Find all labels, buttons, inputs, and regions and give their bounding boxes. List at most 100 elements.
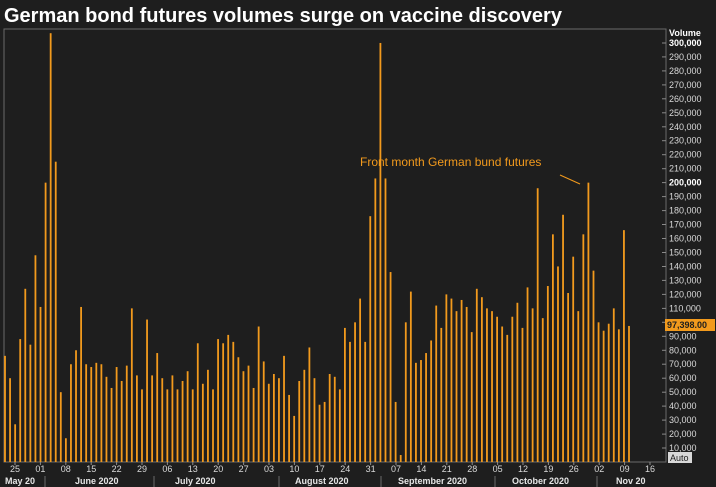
bar bbox=[34, 255, 37, 462]
bar bbox=[44, 182, 47, 462]
bar bbox=[323, 401, 326, 462]
bar bbox=[359, 298, 362, 462]
bar bbox=[156, 353, 159, 462]
bar bbox=[262, 361, 265, 462]
x-tick-label: 13 bbox=[188, 464, 198, 474]
x-tick-label: 12 bbox=[518, 464, 528, 474]
bar bbox=[628, 325, 630, 462]
x-tick-label: 01 bbox=[35, 464, 45, 474]
chart-title: German bond futures volumes surge on vac… bbox=[4, 5, 562, 27]
bar bbox=[374, 178, 377, 462]
bar bbox=[567, 292, 570, 462]
y-tick-label: 120,000 bbox=[669, 289, 702, 299]
bar bbox=[267, 383, 270, 462]
bar bbox=[115, 367, 118, 462]
last-value-tag[interactable]: 97,398.00 bbox=[665, 319, 715, 331]
x-tick-label: 06 bbox=[162, 464, 172, 474]
last-value-label: 97,398.00 bbox=[667, 320, 707, 330]
bar bbox=[293, 415, 296, 462]
x-tick-label: 27 bbox=[239, 464, 249, 474]
month-label: May 20 bbox=[5, 476, 35, 486]
bar bbox=[354, 322, 356, 462]
x-tick-label: 19 bbox=[543, 464, 553, 474]
bar bbox=[161, 378, 164, 462]
y-tick-label: 200,000 bbox=[669, 178, 702, 188]
y-tick-label: 90,000 bbox=[669, 331, 697, 341]
bar bbox=[526, 287, 529, 462]
bar bbox=[29, 344, 32, 462]
bar bbox=[597, 322, 600, 462]
month-label: October 2020 bbox=[512, 476, 569, 486]
bar bbox=[176, 389, 179, 462]
auto-scale-button[interactable]: Auto bbox=[668, 452, 692, 463]
y-tick-label: 190,000 bbox=[669, 192, 702, 202]
bar bbox=[369, 216, 372, 462]
bar bbox=[328, 374, 331, 462]
bar bbox=[541, 318, 544, 462]
bar bbox=[252, 387, 255, 462]
bar bbox=[298, 380, 301, 462]
x-tick-label: 15 bbox=[86, 464, 96, 474]
y-tick-label: 300,000 bbox=[669, 38, 702, 48]
y-tick-label: 210,000 bbox=[669, 164, 702, 174]
x-tick-label: 02 bbox=[594, 464, 604, 474]
bar bbox=[450, 298, 453, 462]
y-tick-label: 290,000 bbox=[669, 52, 702, 62]
x-tick-label: 08 bbox=[61, 464, 71, 474]
bar bbox=[602, 330, 605, 462]
bar bbox=[491, 311, 493, 462]
bar bbox=[181, 380, 184, 462]
y-tick-label: 110,000 bbox=[669, 303, 701, 313]
bar bbox=[572, 256, 575, 462]
bar bbox=[455, 311, 458, 462]
bar bbox=[95, 362, 98, 462]
bar bbox=[222, 343, 225, 462]
bar bbox=[288, 394, 290, 462]
bar bbox=[552, 234, 554, 462]
bar-series bbox=[4, 33, 630, 463]
bar bbox=[415, 362, 417, 462]
bar bbox=[409, 291, 412, 462]
bar bbox=[105, 376, 108, 462]
bar bbox=[344, 327, 346, 462]
bar bbox=[506, 334, 509, 462]
annotation: Front month German bund futures bbox=[360, 155, 581, 185]
x-tick-label: 10 bbox=[289, 464, 299, 474]
x-tick-label: 14 bbox=[416, 464, 426, 474]
y-tick-label: 270,000 bbox=[669, 80, 702, 90]
bar bbox=[480, 297, 483, 462]
bar bbox=[562, 214, 564, 462]
bar bbox=[130, 308, 133, 462]
bar bbox=[24, 288, 27, 462]
bar bbox=[470, 332, 473, 462]
bar bbox=[399, 455, 402, 462]
y-tick-label: 220,000 bbox=[669, 150, 702, 160]
bar bbox=[212, 389, 214, 462]
month-label: September 2020 bbox=[398, 476, 467, 486]
y-tick-marks bbox=[662, 42, 666, 449]
bar bbox=[49, 33, 52, 462]
bar bbox=[460, 299, 463, 462]
annotation-label: Front month German bund futures bbox=[360, 155, 541, 169]
y-tick-label: 280,000 bbox=[669, 66, 702, 76]
bar bbox=[191, 389, 194, 462]
y-tick-label: 160,000 bbox=[669, 234, 702, 244]
bar bbox=[70, 364, 72, 462]
bar bbox=[54, 161, 57, 462]
y-tick-label: 80,000 bbox=[669, 345, 697, 355]
y-tick-label: 50,000 bbox=[669, 387, 697, 397]
x-tick-label: 09 bbox=[620, 464, 630, 474]
bar bbox=[227, 334, 230, 462]
y-tick-label: 60,000 bbox=[669, 373, 697, 383]
bar bbox=[445, 294, 448, 462]
x-tick-label: 25 bbox=[10, 464, 20, 474]
auto-scale-box bbox=[668, 452, 692, 463]
bar bbox=[247, 365, 250, 462]
bar bbox=[141, 389, 143, 462]
annotation-leader-line bbox=[559, 174, 581, 185]
y-tick-label: 20,000 bbox=[669, 429, 697, 439]
bar bbox=[90, 367, 93, 462]
x-tick-label: 21 bbox=[442, 464, 452, 474]
y-tick-label: 170,000 bbox=[669, 220, 702, 230]
month-label: Nov 20 bbox=[616, 476, 646, 486]
